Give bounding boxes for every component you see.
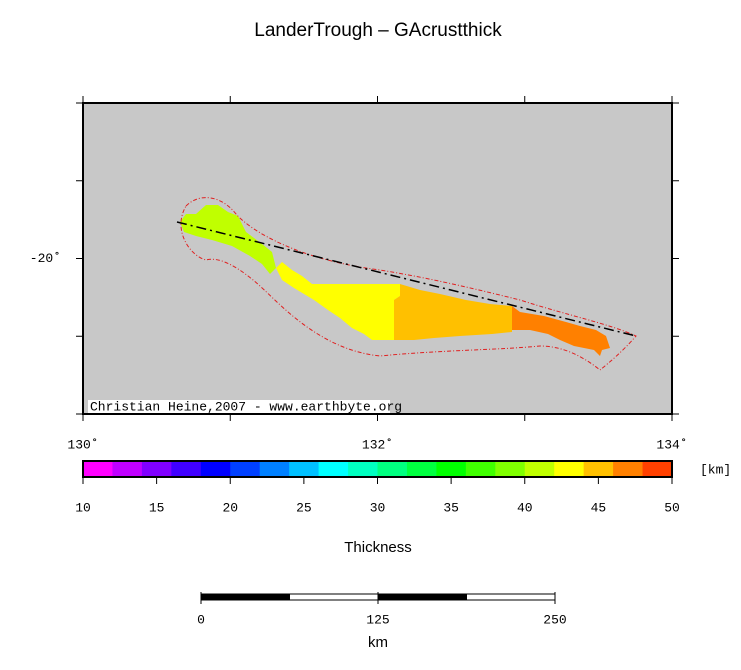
colorbar-tick-label: 45 xyxy=(591,500,607,515)
cell-region xyxy=(276,262,400,340)
colorbar-tick-label: 30 xyxy=(370,500,386,515)
thickness-grid xyxy=(180,205,610,356)
color-swatch xyxy=(141,461,172,477)
color-swatch xyxy=(583,461,614,477)
scalebar-segment xyxy=(289,593,379,601)
colorbar-tick-label: 40 xyxy=(517,500,533,515)
colorbar-tick-label: 10 xyxy=(75,500,91,515)
scalebar-segment xyxy=(377,593,467,601)
y-tick-label: -20˚ xyxy=(30,251,61,266)
color-swatch xyxy=(112,461,143,477)
color-swatch xyxy=(495,461,526,477)
cell-region xyxy=(180,205,276,274)
colorbar-label: Thickness xyxy=(344,539,412,556)
credit: Christian Heine,2007 - www.earthbyte.org xyxy=(90,399,402,414)
scalebar-segment xyxy=(200,593,290,601)
color-swatch xyxy=(318,461,349,477)
map-background xyxy=(83,103,672,414)
scalebar-tick-label: 125 xyxy=(366,612,389,627)
color-swatch xyxy=(406,461,437,477)
color-swatch xyxy=(436,461,467,477)
x-tick-label: 134˚ xyxy=(656,437,687,452)
color-swatch xyxy=(289,461,320,477)
color-swatch xyxy=(348,461,378,477)
color-swatch xyxy=(613,461,644,477)
profile-line xyxy=(176,221,637,337)
color-swatch xyxy=(259,461,290,477)
color-swatch xyxy=(524,461,555,477)
scalebar-unit: km xyxy=(368,634,388,651)
scalebar-tick-label: 0 xyxy=(197,612,205,627)
colorbar-tick-label: 15 xyxy=(149,500,165,515)
color-swatch xyxy=(171,461,202,477)
credit-box xyxy=(88,400,390,413)
color-swatch xyxy=(642,461,673,477)
x-tick-label: 132˚ xyxy=(362,437,393,452)
cell-region xyxy=(394,284,512,340)
colorbar-tick-label: 35 xyxy=(443,500,459,515)
map: Christian Heine,2007 - www.earthbyte.org xyxy=(82,102,673,415)
color-swatch xyxy=(554,461,585,477)
color-swatch xyxy=(83,461,113,477)
color-swatch xyxy=(230,461,261,477)
colorbar-tick-label: 50 xyxy=(664,500,680,515)
x-tick-label: 130˚ xyxy=(67,437,98,452)
outline xyxy=(180,197,637,371)
cell-region xyxy=(512,306,610,356)
color-swatch xyxy=(200,461,231,477)
color-swatch xyxy=(377,461,408,477)
scalebar-segment xyxy=(466,593,556,601)
title: LanderTrough – GAcrustthick xyxy=(254,20,502,41)
color-swatch xyxy=(465,461,496,477)
colorbar-unit: [km] xyxy=(700,462,731,477)
colorbar-tick-label: 25 xyxy=(296,500,312,515)
scalebar-tick-label: 250 xyxy=(543,612,566,627)
colorbar-tick-label: 20 xyxy=(222,500,238,515)
